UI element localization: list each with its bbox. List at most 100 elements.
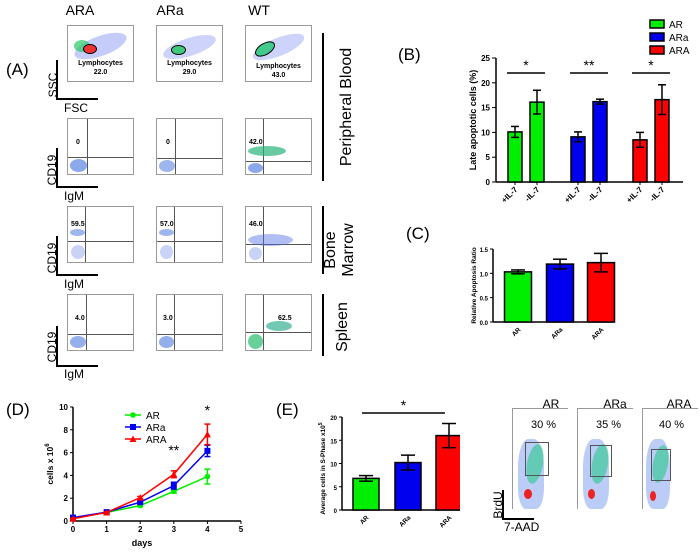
bar-ara [435, 434, 460, 511]
lymphocyte-value: 22.0 [93, 69, 108, 76]
density-cloud [249, 247, 262, 260]
brdu-col-ara: ARA [666, 397, 692, 411]
flow-plot-ara-fsc-ssc: Lymphocytes 22.0 [67, 25, 134, 82]
legend-marker-ar [130, 412, 136, 418]
bar-ara-1 [592, 100, 608, 183]
panel-b-label: (B) [398, 45, 421, 64]
legend-label-ara: ARA [669, 46, 690, 57]
cd19-axis-label: CD19 [45, 242, 59, 274]
point-ara [137, 499, 144, 506]
legend-marker-ara [130, 424, 136, 430]
flow-plot-wt-bm-cd19: 46.0 [245, 206, 312, 263]
y-tick-label: 4 [64, 471, 69, 480]
significance-star: * [648, 57, 654, 73]
bar-ar-0 [507, 131, 523, 183]
cd19-axis-label: CD19 [45, 154, 59, 186]
legend-swatch-ar [649, 19, 665, 29]
y-tick-label: 20 [330, 416, 337, 422]
panel-a-label: (A) [6, 60, 29, 79]
cd19-axis-bar [56, 148, 58, 188]
fsc-axis-label: FSC [64, 101, 88, 115]
density-cloud [71, 245, 85, 259]
panel-e-label: (E) [276, 400, 299, 419]
x-tick-label: +IL-7 [563, 185, 583, 205]
y-tick-label: 10 [330, 463, 337, 469]
cd19-axis-bar [56, 326, 58, 366]
density-cloud [266, 321, 292, 331]
y-tick-label: 10 [59, 403, 68, 412]
cd19-axis-label: CD19 [45, 331, 59, 363]
column-header-ara-lower: ARa [156, 2, 184, 18]
x-tick-label: 3 [172, 525, 177, 534]
quadrant-percent: 4.0 [75, 315, 85, 322]
bar-ar [352, 477, 380, 511]
x-tick-label: 0 [71, 525, 76, 534]
significance-annotation: * [205, 402, 211, 418]
bone-marrow-bracket [322, 206, 324, 274]
quadrant-percent: 0 [166, 139, 170, 146]
tissue-label-spleen: Spleen [334, 302, 351, 352]
density-peak [588, 489, 595, 499]
x-tick-label: ARA [590, 326, 605, 341]
igm-axis-bar [56, 274, 98, 276]
flow-plot-wt-pb-cd19: 42.0 [245, 118, 312, 175]
spleen-bracket [322, 294, 324, 356]
x-tick-label: ARa [550, 326, 564, 340]
point-ar [171, 488, 177, 495]
marrow-text: Marrow [340, 223, 357, 277]
y-tick-label: 1.5 [480, 248, 489, 254]
brdu-axis-label: BrdU [491, 491, 505, 519]
flow-plot-ara-lower-pb-cd19: 0 [156, 118, 223, 175]
y-tick-label: 0 [486, 178, 491, 187]
lymphocyte-label: Lymphocytes [78, 60, 123, 67]
peripheral-blood-bracket [322, 33, 324, 181]
bone-text: Bone [322, 231, 339, 269]
legend-label-ar: AR [146, 411, 160, 422]
y-tick-label: 0 [64, 517, 69, 526]
brdu-plot-ar: 30 % [512, 408, 568, 509]
column-header-ara: ARA [65, 2, 95, 18]
lymphocyte-value: 29.0 [182, 69, 197, 76]
gate-percent: 30 % [531, 419, 557, 431]
y-tick-label: 0.0 [480, 321, 489, 327]
legend-swatch-ara [649, 32, 665, 42]
legend-marker-ara [129, 435, 137, 442]
point-ara [136, 494, 144, 501]
y-tick-label: 15 [481, 104, 490, 113]
igm-axis-label: IgM [64, 189, 85, 203]
density-cloud [248, 334, 263, 349]
quadrant-percent: 46.0 [249, 221, 263, 228]
y-axis-label: cells x 106 [45, 443, 55, 485]
bar-ar [503, 271, 533, 323]
flow-plot-ara-lower-bm-cd19: 57.0 [156, 206, 223, 263]
fsc-axis-bar [56, 98, 98, 100]
point-ara [170, 482, 177, 489]
density-cloud [159, 336, 174, 348]
legend-label-ar: AR [669, 20, 683, 31]
x-tick-label: -IL-7 [648, 185, 667, 204]
lymphocyte-label: Lymphocytes [167, 60, 212, 67]
quadrant-percent: 42.0 [249, 139, 263, 146]
y-tick-label: 5 [486, 153, 491, 162]
legend-label-ara: ARA [146, 435, 167, 446]
lymphocyte-gate [83, 44, 97, 54]
density-cloud [160, 245, 173, 259]
quadrant-percent: 57.0 [160, 221, 174, 228]
column-header-wt: WT [248, 2, 270, 18]
x-axis-label: days [132, 538, 153, 548]
density-cloud [248, 163, 263, 173]
igm-axis-label: IgM [64, 277, 85, 291]
ssc-axis-bar [56, 60, 58, 100]
density-cloud [159, 160, 175, 172]
y-tick-label: 0 [334, 509, 338, 515]
x-tick-label: AR [359, 514, 371, 526]
lymphocyte-gate [171, 45, 186, 55]
density-peak [524, 489, 532, 499]
brdu-col-ara-lower: ARa [603, 397, 627, 411]
y-tick-label: 8 [64, 426, 69, 435]
flow-plot-ara-sp-cd19: 4.0 [67, 294, 134, 351]
point-ara [170, 470, 178, 478]
x-tick-label: 2 [138, 525, 143, 534]
